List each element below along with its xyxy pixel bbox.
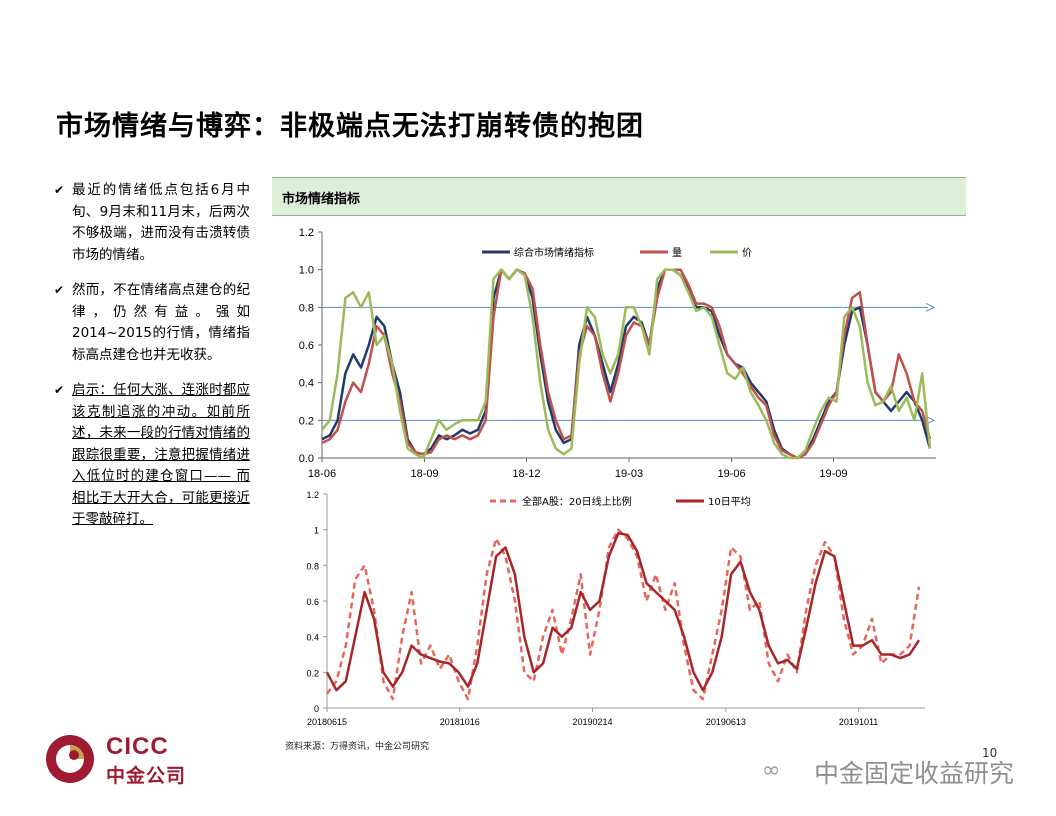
x-tick-label: 19-09	[819, 468, 847, 480]
y-tick-label: 0.2	[306, 668, 319, 678]
y-tick-label: 0.0	[299, 453, 314, 465]
checkmark-icon: ✔	[54, 383, 65, 397]
page-title: 市场情绪与博弈：非极端点无法打崩转债的抱团	[56, 111, 644, 142]
x-tick-label: 20181016	[440, 717, 480, 727]
checkmark-icon: ✔	[54, 283, 65, 297]
x-tick-label: 19-03	[615, 468, 643, 480]
cicc-logo: CICC 中金公司	[40, 731, 200, 789]
cicc-logo-mark-icon	[46, 735, 94, 783]
reference-arrow-icon	[925, 415, 936, 425]
bullet-item: ✔ 最近的情绪低点包括6月中旬、9月末和11月末，后两次不够极端，进而没有击溃转…	[54, 180, 250, 266]
y-tick-label: 1.0	[299, 265, 314, 277]
page-number: 10	[982, 746, 998, 760]
series-line	[325, 531, 921, 692]
x-tick-label: 19-06	[717, 468, 745, 480]
bullet-list: ✔ 最近的情绪低点包括6月中旬、9月末和11月末，后两次不够极端，进而没有击溃转…	[54, 180, 250, 545]
bullet-text: 然而，不在情绪高点建仓的纪律，仍然有益。强如2014~2015的行情，情绪指标高…	[72, 282, 250, 363]
source-note: 资料来源：万得资讯，中金公司研究	[285, 742, 430, 752]
y-tick-label: 0.4	[306, 633, 319, 643]
y-tick-label: 0	[314, 704, 319, 714]
y-tick-label: 0.8	[299, 302, 314, 314]
bullet-item: ✔ 启示：任何大涨、连涨时都应该克制追涨的冲动。如前所述，未来一段的行情对情绪的…	[54, 380, 250, 531]
wechat-icon: ∞	[762, 758, 781, 783]
x-tick-label: 20190214	[572, 717, 612, 727]
legend-label: 全部A股：20日线上比例	[522, 495, 632, 508]
panel-title: 市场情绪指标	[282, 192, 361, 207]
series-line	[321, 268, 932, 460]
y-tick-label: 0.2	[299, 415, 314, 427]
legend-label: 10日平均	[708, 496, 751, 508]
y-tick-label: 0.8	[306, 561, 319, 571]
x-tick-label: 20190613	[706, 717, 746, 727]
x-tick-label: 20191011	[839, 717, 878, 727]
y-tick-label: 1.2	[306, 490, 319, 500]
bullet-text: 启示：任何大涨、连涨时都应该克制追涨的冲动。如前所述，未来一段的行情对情绪的跟踪…	[72, 382, 250, 527]
checkmark-icon: ✔	[54, 183, 65, 197]
y-tick-label: 1.2	[299, 227, 314, 239]
y-tick-label: 1	[314, 526, 319, 536]
y-tick-label: 0.4	[299, 378, 314, 390]
chart-panel-header: 市场情绪指标	[272, 177, 966, 216]
series-line	[326, 528, 921, 701]
x-tick-label: 18-12	[512, 468, 540, 480]
wechat-watermark: ∞ 中金固定收益研究	[762, 752, 1032, 788]
watermark-text: 中金固定收益研究	[814, 759, 1015, 788]
reference-arrow-icon	[925, 302, 936, 312]
x-tick-label: 18-09	[410, 468, 438, 480]
legend-label: 价	[742, 247, 752, 259]
x-tick-label: 18-06	[308, 468, 336, 480]
y-tick-label: 0.6	[299, 340, 314, 352]
logo-text-cn: 中金公司	[106, 765, 187, 787]
bullet-item: ✔ 然而，不在情绪高点建仓的纪律，仍然有益。强如2014~2015的行情，情绪指…	[54, 280, 250, 366]
legend-label: 量	[672, 247, 682, 259]
series-line	[321, 268, 932, 460]
legend-label: 综合市场情绪指标	[514, 246, 594, 259]
logo-text-en: CICC	[106, 733, 169, 760]
bullet-text: 最近的情绪低点包括6月中旬、9月末和11月末，后两次不够极端，进而没有击溃转债市…	[72, 182, 250, 263]
x-tick-label: 20180615	[307, 717, 347, 727]
y-tick-label: 0.6	[306, 597, 319, 607]
